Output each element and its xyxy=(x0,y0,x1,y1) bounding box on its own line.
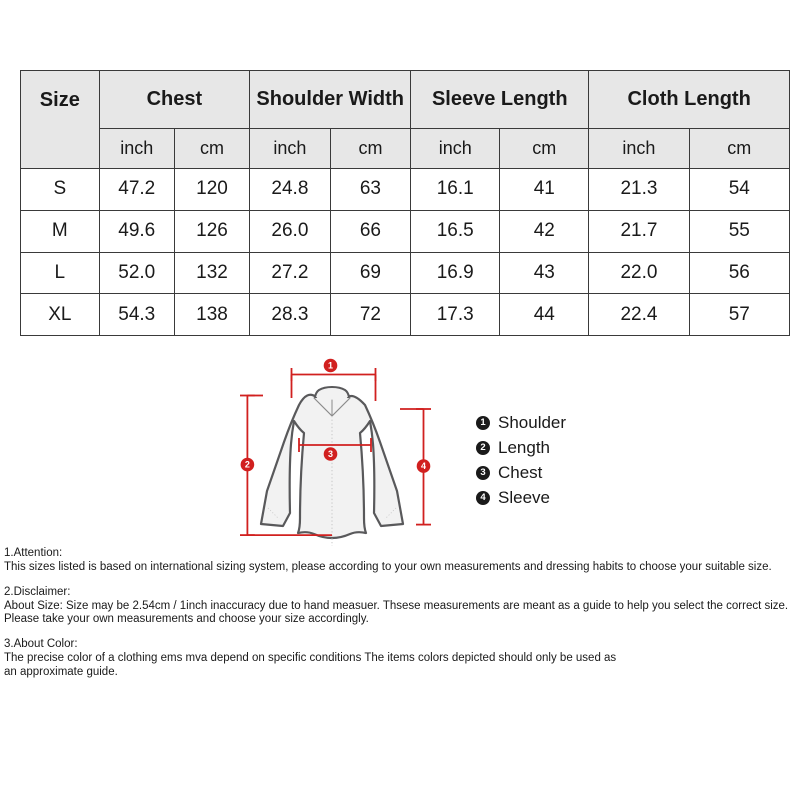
svg-text:1: 1 xyxy=(328,361,333,371)
svg-text:4: 4 xyxy=(421,461,426,471)
svg-text:2: 2 xyxy=(245,460,250,470)
svg-text:3: 3 xyxy=(328,449,333,459)
